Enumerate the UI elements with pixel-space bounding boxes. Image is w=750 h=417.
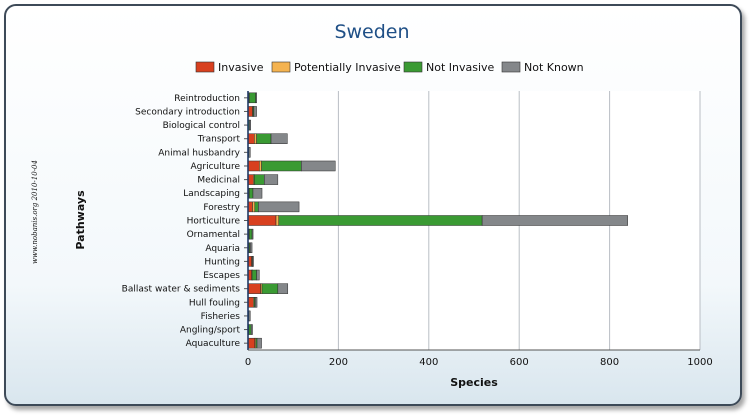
bar-segment-not-invasive <box>261 283 279 294</box>
category-label: Ballast water & sediments <box>122 285 241 295</box>
bar-segment-not-known <box>251 228 254 240</box>
x-tick-label: 600 <box>510 357 529 368</box>
bar-segment-potentially-invasive <box>275 215 279 226</box>
bar-segment-invasive <box>247 160 260 172</box>
bar-segment-not-known <box>256 337 262 349</box>
x-tick-label: 800 <box>600 357 619 368</box>
bar-segment-not-known <box>248 147 251 158</box>
bar-segment-invasive <box>247 133 255 144</box>
bar-segment-not-known <box>252 256 254 267</box>
bar-segment-not-known <box>250 324 253 335</box>
legend-swatch-invasive <box>195 61 215 73</box>
bar-segment-not-known <box>255 92 257 104</box>
bar-segment-invasive <box>247 283 261 294</box>
category-label: Hull fouling <box>189 298 240 308</box>
bar-segment-not-known <box>250 242 253 254</box>
x-tick-label: 0 <box>245 357 251 368</box>
category-label: Biological control <box>163 121 240 131</box>
bar-segment-not-invasive <box>249 187 254 199</box>
legend-label-not-invasive: Not Invasive <box>426 61 495 74</box>
bar-segment-not-known <box>258 201 300 213</box>
category-label: Horticulture <box>187 217 241 227</box>
bar-segment-potentially-invasive <box>252 201 256 213</box>
y-axis-title: Pathways <box>74 190 87 250</box>
bar-segment-potentially-invasive <box>254 133 257 144</box>
category-label: Hunting <box>204 257 240 267</box>
bar-segment-invasive <box>247 337 256 349</box>
category-label: Ornamental <box>187 230 240 240</box>
chart-title: Sweden <box>334 21 409 43</box>
legend: Invasive Potentially Invasive Not Invasive… <box>195 61 584 74</box>
bar-segment-not-known <box>253 106 257 117</box>
x-axis-title: Species <box>450 376 498 389</box>
bar-segment-invasive <box>247 215 277 226</box>
x-tick-label: 1000 <box>687 357 712 368</box>
category-label: Landscaping <box>183 189 240 199</box>
legend-label-potentially-invasive: Potentially Invasive <box>294 61 401 74</box>
bar-segment-invasive <box>247 297 254 308</box>
x-tick-label: 200 <box>329 357 348 368</box>
legend-swatch-not-known <box>501 61 521 73</box>
category-label: Fisheries <box>201 312 241 322</box>
legend-label-invasive: Invasive <box>218 61 264 74</box>
plot-area: 0 200 400 600 800 1000 Reintroduction Secondary… <box>122 91 713 368</box>
x-tick-label: 400 <box>419 357 438 368</box>
category-label: Reintroduction <box>174 94 240 104</box>
bar-segment-not-invasive <box>248 324 252 335</box>
bar-segment-not-invasive <box>249 92 256 104</box>
category-label: Secondary introduction <box>135 107 240 117</box>
bar-segment-not-known <box>254 297 258 308</box>
bar-segment-potentially-invasive <box>259 160 262 172</box>
bar-segment-not-invasive <box>249 228 253 240</box>
bar-segment-not-known <box>301 160 336 172</box>
bar-segment-invasive <box>247 174 254 185</box>
bar-segment-not-known <box>256 269 260 281</box>
category-label: Forestry <box>203 203 240 213</box>
category-label: Angling/sport <box>180 326 241 336</box>
bar-segment-not-known <box>264 174 279 185</box>
bar-segment-not-invasive <box>256 133 272 144</box>
bar-segment-not-known <box>248 310 251 322</box>
watermark: www.nobanis.org 2010-10-04 <box>31 160 39 264</box>
bar-segment-not-known <box>252 187 263 199</box>
legend-swatch-potentially-invasive <box>271 61 291 73</box>
bar-segment-not-invasive <box>254 201 259 213</box>
category-label: Animal husbandry <box>158 148 240 158</box>
legend-swatch-not-invasive <box>403 61 423 73</box>
bar-segment-not-known <box>249 119 251 131</box>
bar-segment-not-known <box>481 215 628 226</box>
category-label: Aquaria <box>205 244 240 254</box>
category-label: Medicinal <box>197 176 240 186</box>
category-label: Transport <box>197 135 241 145</box>
bar-segment-not-invasive <box>251 269 257 281</box>
bar-segment-not-invasive <box>278 215 483 226</box>
category-label: Agriculture <box>191 162 241 172</box>
bar-segment-not-invasive <box>261 160 302 172</box>
bar-segment-not-known <box>277 283 289 294</box>
category-label: Aquaculture <box>186 339 241 349</box>
legend-label-not-known: Not Known <box>524 61 584 74</box>
bar-segment-not-known <box>270 133 288 144</box>
category-label: Escapes <box>203 271 240 281</box>
bar-segment-not-invasive <box>254 174 265 185</box>
